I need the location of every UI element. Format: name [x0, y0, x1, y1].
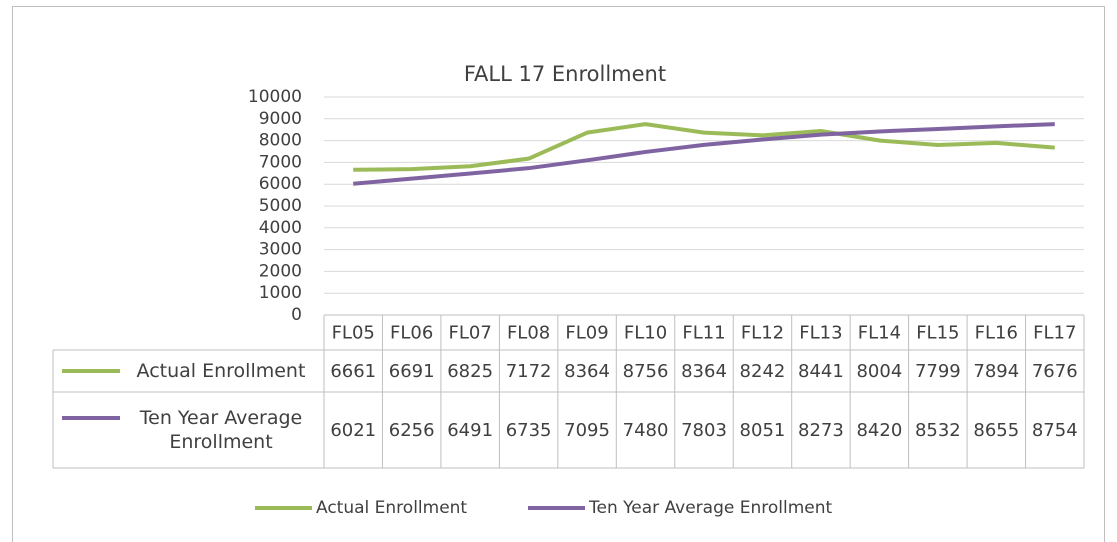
y-tick-label: 0 [291, 305, 302, 325]
x-tick-label: FL13 [799, 323, 842, 344]
table-value: 7676 [1032, 361, 1078, 382]
y-tick-label: 1000 [259, 283, 302, 303]
table-row-label: Actual Enrollment [136, 360, 306, 382]
x-tick-label: FL12 [741, 323, 784, 344]
y-tick-label: 7000 [259, 152, 302, 172]
x-tick-label: FL17 [1033, 323, 1076, 344]
x-tick-label: FL07 [449, 323, 492, 344]
y-tick-label: 3000 [259, 240, 302, 260]
table-value: 8532 [915, 420, 961, 441]
table-value: 7095 [564, 420, 610, 441]
y-tick-label: 6000 [259, 174, 302, 194]
table-value: 8364 [681, 361, 727, 382]
table-value: 7803 [681, 420, 727, 441]
x-tick-label: FL16 [975, 323, 1018, 344]
y-tick-label: 2000 [259, 261, 302, 281]
table-row-label: Ten Year Average Enrollment [139, 407, 303, 453]
series-line [353, 122, 1055, 186]
x-tick-label: FL15 [916, 323, 959, 344]
table-value: 8754 [1032, 420, 1078, 441]
table-value: 8756 [623, 361, 669, 382]
table-value: 6735 [506, 420, 552, 441]
chart-title: FALL 17 Enrollment [464, 62, 666, 86]
table-value: 6691 [389, 361, 435, 382]
table-value: 6661 [330, 361, 376, 382]
y-tick-label: 10000 [248, 87, 302, 107]
table-row-label-box: Actual Enrollment [136, 360, 306, 382]
y-tick-label: 9000 [259, 109, 302, 129]
table-value: 7799 [915, 361, 961, 382]
table-value: 6021 [330, 420, 376, 441]
y-tick-label: 5000 [259, 196, 302, 216]
table-value: 8364 [564, 361, 610, 382]
y-tick-label: 4000 [259, 218, 302, 238]
x-tick-label: FL08 [507, 323, 550, 344]
table-value: 7172 [506, 361, 552, 382]
x-tick-label: FL11 [682, 323, 725, 344]
table-row-label-box: Ten Year Average Enrollment [139, 407, 303, 453]
x-tick-label: FL05 [332, 323, 375, 344]
table-value: 8273 [798, 420, 844, 441]
table-value: 8655 [973, 420, 1019, 441]
table-value: 8420 [856, 420, 902, 441]
table-value: 8051 [740, 420, 786, 441]
table-value: 8441 [798, 361, 844, 382]
x-tick-label: FL10 [624, 323, 667, 344]
series-line [353, 122, 1055, 172]
legend-label: Actual Enrollment [316, 498, 467, 518]
x-tick-label: FL09 [565, 323, 608, 344]
table-value: 8242 [740, 361, 786, 382]
legend-label: Ten Year Average Enrollment [588, 498, 833, 518]
table-value: 7894 [973, 361, 1019, 382]
table-value: 6825 [447, 361, 493, 382]
y-tick-label: 8000 [259, 131, 302, 151]
table-value: 8004 [856, 361, 902, 382]
table-value: 7480 [623, 420, 669, 441]
chart-border [12, 6, 1105, 542]
table-value: 6491 [447, 420, 493, 441]
x-tick-label: FL06 [390, 323, 433, 344]
table-value: 6256 [389, 420, 435, 441]
x-tick-label: FL14 [858, 323, 901, 344]
